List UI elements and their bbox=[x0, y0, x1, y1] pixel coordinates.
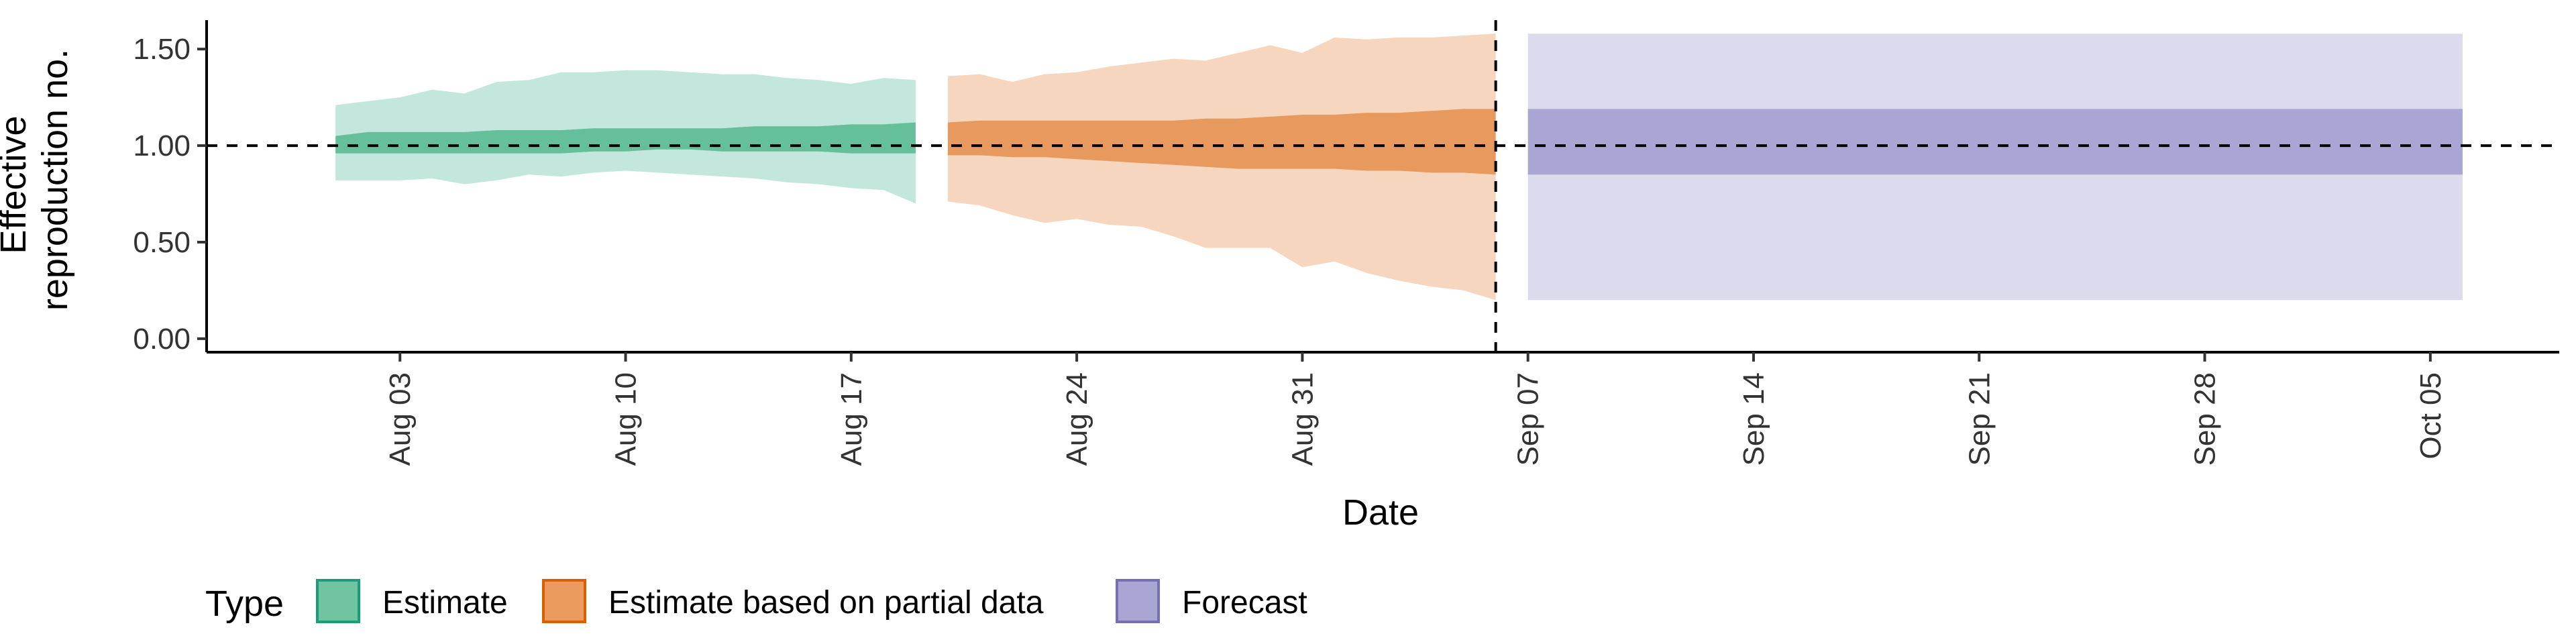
x-tick-label: Oct 05 bbox=[2414, 372, 2447, 460]
x-tick-label: Aug 17 bbox=[835, 372, 868, 466]
y-axis-title: Effective reproduction no. bbox=[0, 49, 75, 311]
x-tick-label: Sep 14 bbox=[1737, 372, 1770, 466]
legend-key-forecast bbox=[1116, 579, 1160, 623]
x-tick-label: Sep 21 bbox=[1963, 372, 1996, 466]
series-estimate bbox=[335, 70, 916, 204]
x-tick-label: Aug 10 bbox=[610, 372, 643, 466]
x-tick-label: Aug 31 bbox=[1286, 372, 1319, 466]
x-axis-title: Date bbox=[1342, 492, 1419, 533]
legend-key-estimate bbox=[316, 579, 360, 623]
series-estimate-based-on-partial-data bbox=[947, 34, 1496, 301]
x-tick-label: Sep 07 bbox=[1512, 372, 1545, 466]
y-axis-title-line-2: reproduction no. bbox=[35, 49, 75, 311]
y-tick-label: 1.00 bbox=[133, 129, 191, 162]
legend-label-estimate: Estimate bbox=[382, 585, 508, 621]
legend-key-partial bbox=[542, 579, 586, 623]
y-axis-title-line-1: Effective bbox=[0, 115, 34, 254]
band-50-estimate-based-on-partial-data bbox=[947, 109, 1496, 175]
legend-title: Type bbox=[205, 584, 284, 624]
x-tick-label: Aug 03 bbox=[384, 372, 417, 466]
x-axis: Aug 03 Aug 10 Aug 17 Aug 24 Aug 31 Sep 07 Sep … bbox=[207, 351, 2559, 466]
y-tick-label: 1.50 bbox=[133, 33, 191, 66]
y-tick-label: 0.50 bbox=[133, 226, 191, 259]
y-axis: 0.00 0.50 1.00 1.50 bbox=[133, 20, 208, 356]
plot-area bbox=[207, 20, 2559, 352]
y-tick-label: 0.00 bbox=[133, 323, 191, 356]
legend: Type Estimate Estimate based on partial … bbox=[205, 579, 1307, 624]
legend-label-forecast: Forecast bbox=[1182, 585, 1307, 621]
legend-label-partial: Estimate based on partial data bbox=[608, 585, 1044, 621]
band-50-forecast bbox=[1527, 109, 2463, 175]
series-forecast bbox=[1527, 34, 2463, 301]
x-tick-label: Aug 24 bbox=[1061, 372, 1093, 466]
x-tick-label: Sep 28 bbox=[2189, 372, 2222, 466]
